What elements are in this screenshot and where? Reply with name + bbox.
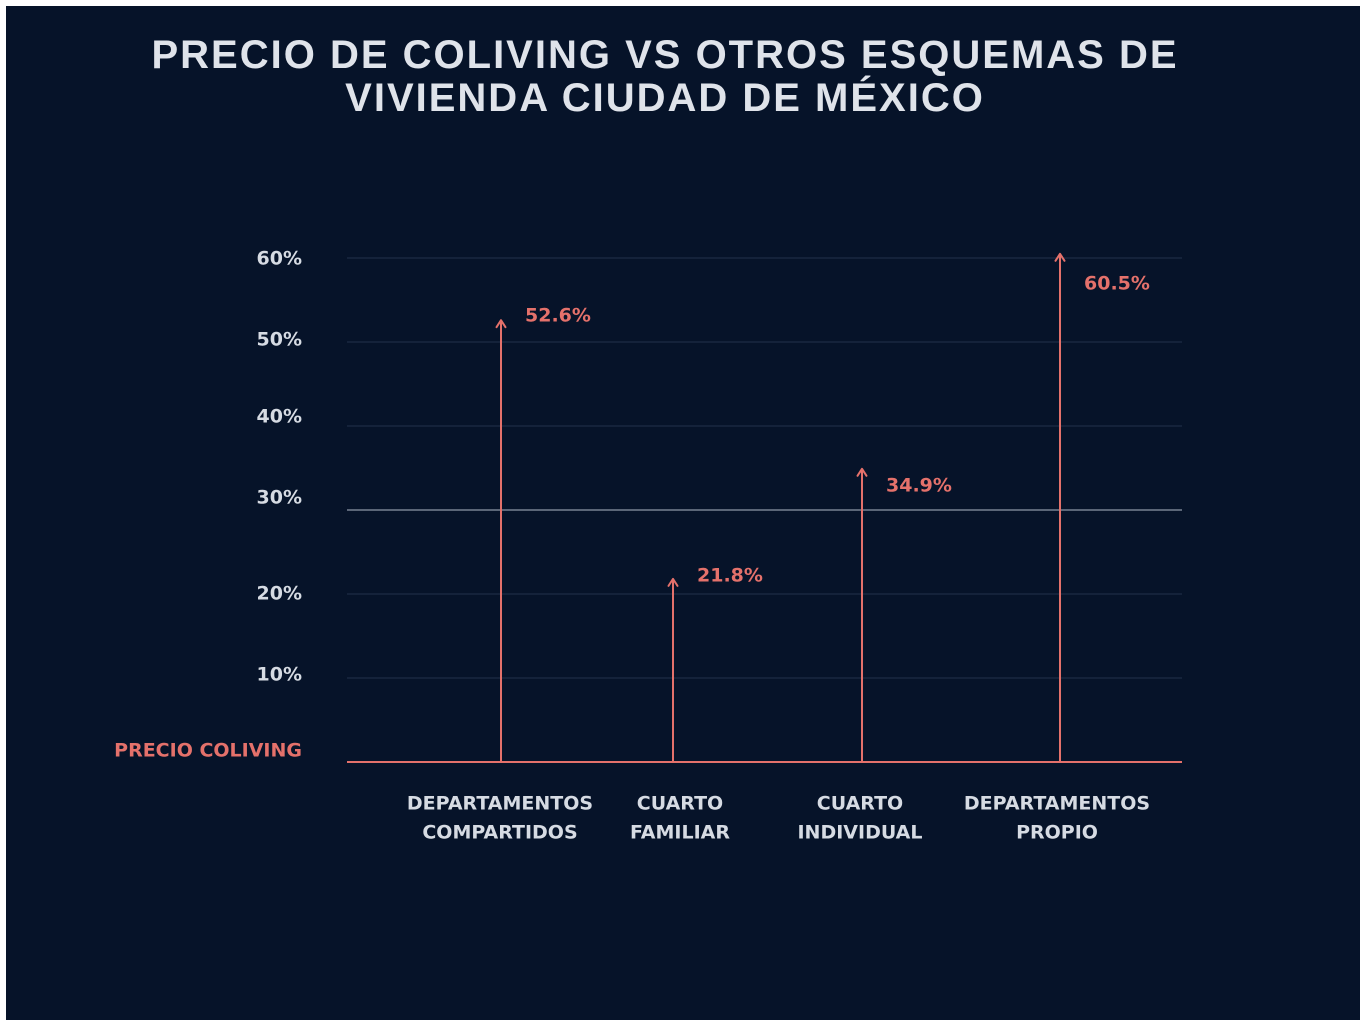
chart-background (6, 6, 1360, 1020)
y-tick-label-50: 50% (257, 329, 302, 351)
y-tick-label-10: 10% (257, 664, 302, 686)
category-label-3-line-1: CUARTO (817, 793, 903, 815)
category-label-2-line-1: CUARTO (637, 793, 723, 815)
baseline-label: PRECIO COLIVING (114, 740, 302, 762)
category-label-4-line-2: PROPIO (1016, 822, 1098, 844)
y-tick-label-60: 60% (257, 248, 302, 270)
y-tick-label-20: 20% (257, 583, 302, 605)
category-label-1-line-1: DEPARTAMENTOS (407, 793, 593, 815)
chart-title-line-1: PRECIO DE COLIVING VS OTROS ESQUEMAS DE (151, 33, 1179, 77)
category-label-4-line-1: DEPARTAMENTOS (964, 793, 1150, 815)
chart-title: PRECIO DE COLIVING VS OTROS ESQUEMAS DE … (80, 34, 1250, 120)
y-tick-label-30: 30% (257, 487, 302, 509)
arrow-head-4 (1054, 252, 1066, 262)
y-tick-label-40: 40% (257, 406, 302, 428)
arrow-head-3 (856, 467, 868, 477)
value-label-2: 21.8% (697, 565, 763, 587)
value-label-4: 60.5% (1084, 273, 1150, 295)
value-label-3: 34.9% (886, 475, 952, 497)
arrow-head-2 (667, 577, 679, 587)
category-label-1-line-2: COMPARTIDOS (422, 822, 577, 844)
arrow-head-1 (495, 319, 507, 329)
value-label-1: 52.6% (525, 305, 591, 327)
category-label-3-line-2: INDIVIDUAL (797, 822, 922, 844)
chart-title-line-2: VIVIENDA CIUDAD DE MÉXICO (345, 76, 985, 120)
category-label-2-line-2: FAMILIAR (630, 822, 730, 844)
